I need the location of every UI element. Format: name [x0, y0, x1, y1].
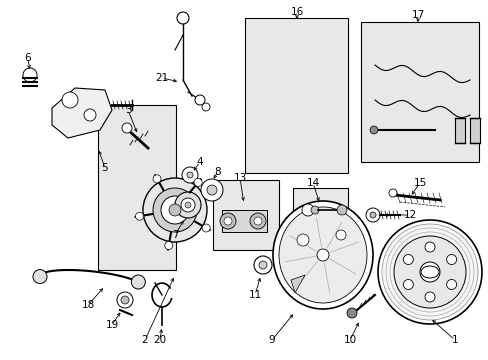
Circle shape [403, 279, 412, 289]
Text: 2: 2 [142, 335, 148, 345]
Circle shape [310, 206, 318, 214]
Circle shape [121, 296, 129, 304]
Bar [469, 118, 479, 143]
Circle shape [177, 12, 189, 24]
Text: 5: 5 [102, 163, 108, 173]
Polygon shape [52, 88, 112, 138]
Text: 8: 8 [214, 167, 221, 177]
Circle shape [296, 234, 308, 246]
Bar [213, 180, 279, 250]
Text: 19: 19 [105, 320, 119, 330]
Bar [454, 118, 464, 143]
Text: 18: 18 [81, 300, 95, 310]
Circle shape [195, 95, 204, 105]
Ellipse shape [420, 266, 438, 278]
Circle shape [186, 172, 193, 178]
Circle shape [224, 217, 231, 225]
Circle shape [253, 256, 271, 274]
Circle shape [419, 262, 439, 282]
Text: 7: 7 [171, 230, 178, 240]
Circle shape [131, 275, 145, 289]
Circle shape [369, 126, 377, 134]
Circle shape [202, 103, 209, 111]
Circle shape [388, 189, 396, 197]
Circle shape [33, 270, 47, 284]
Text: 4: 4 [196, 157, 203, 167]
Circle shape [446, 279, 456, 289]
Ellipse shape [279, 207, 366, 303]
Ellipse shape [316, 249, 328, 261]
Circle shape [142, 178, 206, 242]
Text: 21: 21 [155, 73, 168, 83]
Bar [360, 22, 478, 162]
Circle shape [164, 242, 172, 249]
Text: 1: 1 [451, 335, 457, 345]
Circle shape [377, 220, 481, 324]
Text: 15: 15 [412, 178, 426, 188]
Bar [244, 18, 347, 173]
Circle shape [175, 192, 201, 218]
Circle shape [181, 198, 195, 212]
Circle shape [424, 242, 434, 252]
Circle shape [117, 292, 133, 308]
Circle shape [153, 175, 161, 183]
Circle shape [182, 167, 198, 183]
Circle shape [369, 212, 375, 218]
Text: 9: 9 [268, 335, 275, 345]
Bar [98, 105, 176, 270]
Circle shape [424, 292, 434, 302]
Circle shape [169, 204, 181, 216]
Circle shape [346, 308, 356, 318]
Text: 17: 17 [410, 10, 424, 20]
Circle shape [381, 224, 477, 320]
Text: 10: 10 [343, 335, 356, 345]
Circle shape [206, 185, 217, 195]
Text: 12: 12 [403, 210, 416, 220]
Text: 11: 11 [248, 290, 261, 300]
Polygon shape [290, 275, 305, 293]
Circle shape [302, 204, 313, 216]
Bar [292, 188, 347, 238]
Circle shape [336, 205, 346, 215]
Circle shape [153, 188, 197, 232]
Circle shape [446, 255, 456, 265]
Circle shape [201, 179, 223, 201]
Ellipse shape [272, 201, 372, 309]
Text: 3: 3 [124, 105, 131, 115]
Circle shape [161, 196, 189, 224]
Circle shape [184, 202, 191, 208]
Text: 20: 20 [153, 335, 166, 345]
Circle shape [393, 236, 465, 308]
Circle shape [403, 255, 412, 265]
Circle shape [335, 230, 346, 240]
Circle shape [365, 208, 379, 222]
Circle shape [253, 217, 262, 225]
Circle shape [122, 123, 132, 133]
Circle shape [135, 212, 143, 220]
Circle shape [62, 92, 78, 108]
Circle shape [220, 213, 236, 229]
Circle shape [84, 109, 96, 121]
Circle shape [194, 179, 202, 186]
Text: 14: 14 [306, 178, 319, 188]
Bar [222, 210, 266, 232]
Circle shape [202, 224, 210, 232]
Circle shape [259, 261, 266, 269]
Text: 6: 6 [24, 53, 31, 63]
Text: 16: 16 [290, 7, 303, 17]
Circle shape [23, 68, 37, 82]
Text: 13: 13 [233, 173, 246, 183]
Circle shape [249, 213, 265, 229]
